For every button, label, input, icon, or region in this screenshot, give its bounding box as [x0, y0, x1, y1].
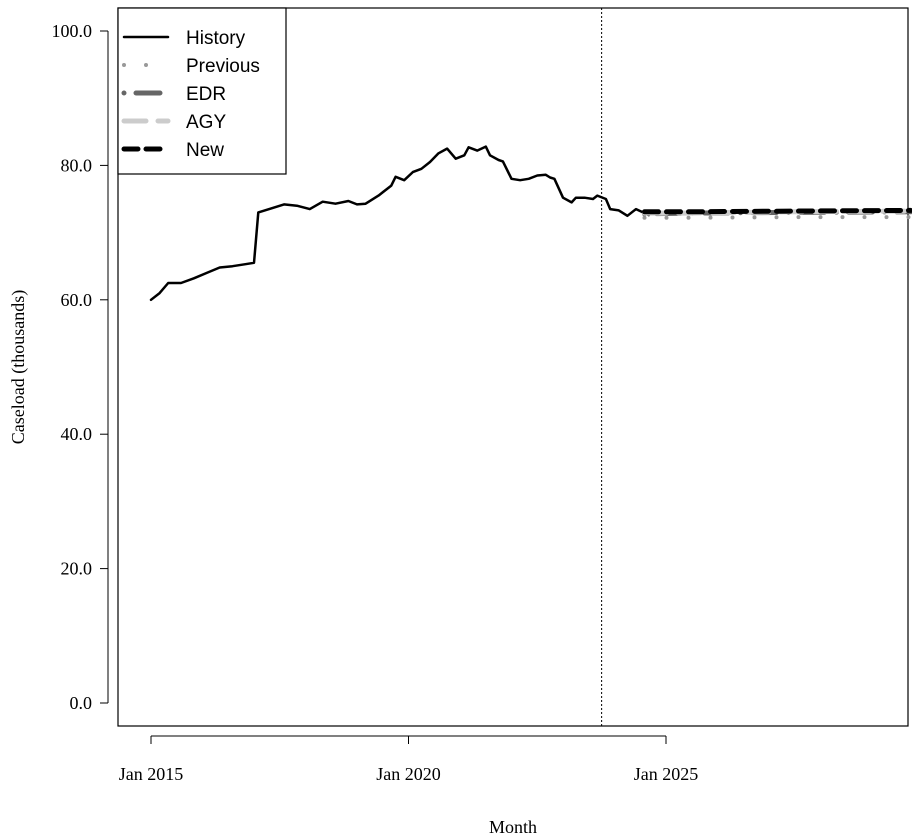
- legend-label: AGY: [186, 112, 226, 133]
- x-tick-label: Jan 2015: [119, 764, 184, 784]
- series-previous-line: [642, 215, 912, 220]
- y-tick-label: 0.0: [70, 693, 93, 713]
- legend-label: Previous: [186, 56, 260, 77]
- series-history-line: [149, 145, 651, 302]
- y-axis: 0.0 20.0 40.0 60.0 80.0 100.0: [52, 21, 109, 713]
- legend-label: History: [186, 28, 246, 49]
- plot-area: [149, 145, 912, 302]
- legend: History Previous EDR AGY New: [117, 7, 287, 175]
- y-tick-label: 40.0: [61, 424, 93, 444]
- y-tick-label: 100.0: [52, 21, 93, 41]
- series-new-line: [642, 207, 912, 215]
- plot-frame: [117, 7, 909, 727]
- y-axis-title: Caseload (thousands): [8, 290, 29, 444]
- y-tick-label: 80.0: [61, 155, 93, 175]
- legend-label: New: [186, 140, 224, 161]
- x-tick-label: Jan 2025: [634, 764, 699, 784]
- y-tick-label: 20.0: [61, 559, 93, 579]
- y-tick-label: 60.0: [61, 290, 93, 310]
- x-tick-label: Jan 2020: [376, 764, 441, 784]
- x-axis: Jan 2015 Jan 2020 Jan 2025: [119, 735, 699, 784]
- x-axis-title: Month: [489, 817, 537, 837]
- legend-label: EDR: [186, 84, 226, 105]
